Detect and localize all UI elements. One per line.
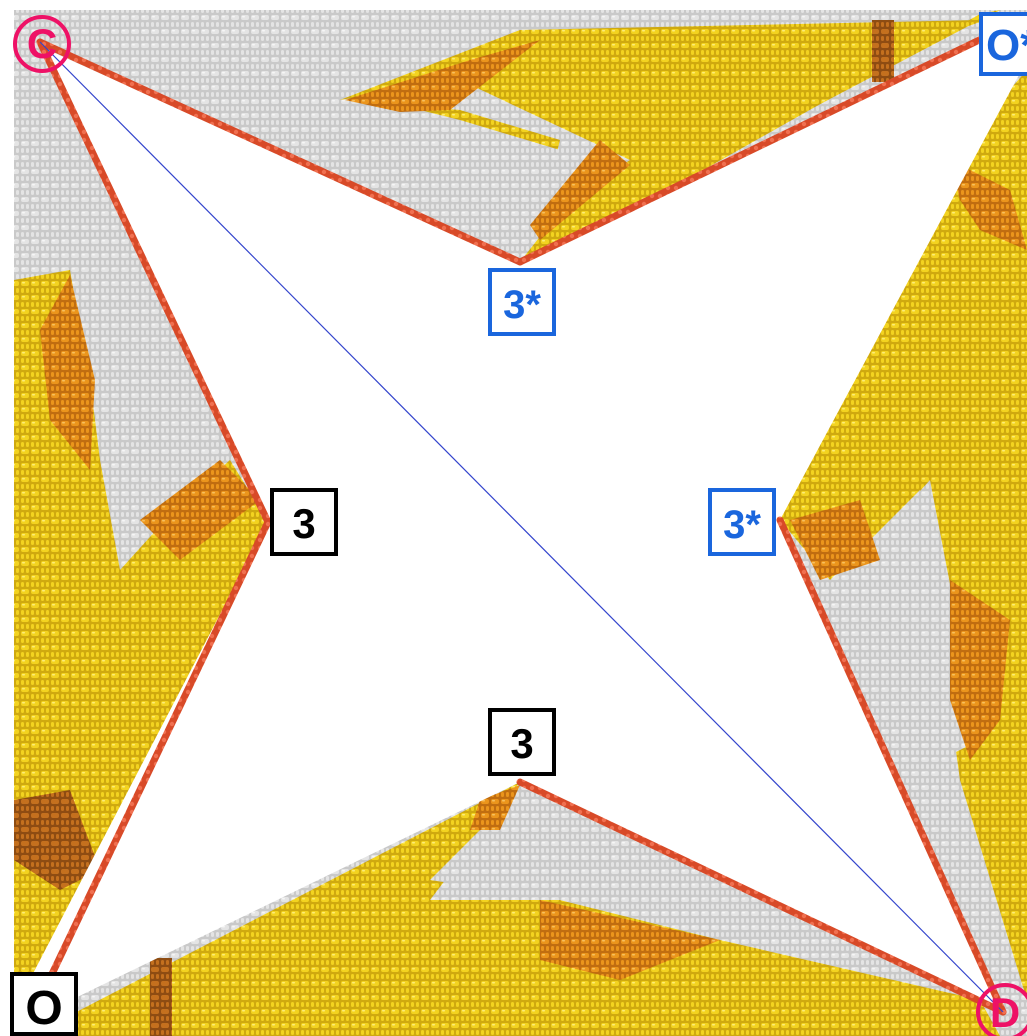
corner-label-o: O (10, 972, 78, 1036)
point-left-box (270, 488, 338, 556)
top-orange-patch (345, 40, 540, 112)
left-gray-notch (80, 300, 220, 570)
right-orange-mid (790, 500, 880, 580)
corner-o-box (10, 972, 78, 1036)
corner-label-c: C (13, 15, 71, 73)
point-top-box (488, 268, 556, 336)
corner-o-text: O (25, 982, 62, 1035)
corner-c-circle (13, 15, 71, 73)
edge-left-to-o (26, 518, 272, 1024)
bottom-orange-edge (470, 785, 520, 830)
right-orange-top (950, 160, 1027, 250)
point-bottom-text: 3 (510, 720, 533, 767)
orange-accents (14, 20, 1027, 1036)
bottom-yellow-wing (30, 782, 1000, 1036)
point-label-right: 3* (708, 488, 776, 556)
point-label-left: 3 (270, 488, 338, 556)
point-top-text: 3* (503, 283, 541, 327)
top-gray-notch (340, 80, 630, 220)
corner-c-text: C (27, 20, 57, 67)
top-orange-strip (530, 140, 630, 240)
diagonal-c-to-d (39, 41, 1004, 1013)
edge-c-to-top (36, 38, 524, 266)
edge-right-to-d (776, 516, 1007, 1016)
corner-d-circle (976, 983, 1027, 1036)
red-edge-lines (26, 26, 1007, 1024)
corner-label-d: D (976, 983, 1027, 1036)
point-left-text: 3 (292, 500, 315, 547)
edge-top-to-right (516, 26, 1004, 266)
right-orange-lower (950, 580, 1010, 760)
top-brown-band (872, 20, 894, 82)
corner-d-text: D (990, 989, 1020, 1036)
bottom-orange-patch (540, 900, 720, 980)
corner-o-star-text: O* (986, 21, 1027, 70)
left-orange-diag (140, 460, 260, 560)
edge-bottom-to-d (516, 778, 1007, 1016)
point-bottom-box (488, 708, 556, 776)
corner-label-o-star: O* (979, 12, 1027, 76)
right-yellow-wing (780, 70, 1027, 1000)
point-label-top: 3* (488, 268, 556, 336)
edge-c-to-left (36, 38, 272, 526)
point-label-bottom: 3 (488, 708, 556, 776)
bottom-brown-band (150, 958, 172, 1036)
point-right-box (708, 488, 776, 556)
left-orange-patch (40, 275, 95, 470)
corner-o-star-box (979, 12, 1027, 76)
left-brown-bottom (14, 790, 100, 890)
center-negative-space (14, 30, 1027, 1020)
point-right-text: 3* (723, 503, 761, 547)
